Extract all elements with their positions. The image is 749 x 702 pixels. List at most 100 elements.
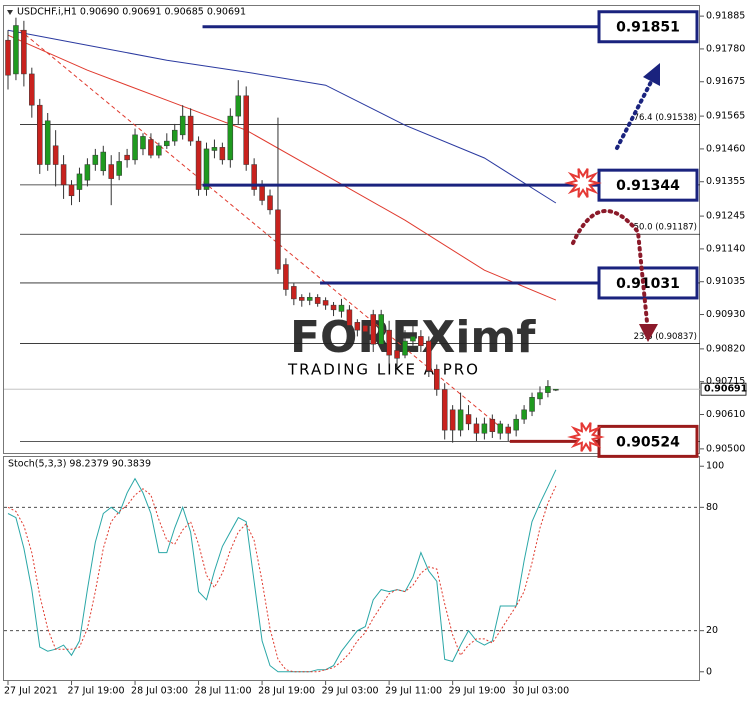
candle-body bbox=[410, 336, 416, 342]
candle-body bbox=[402, 340, 408, 356]
candle-body bbox=[100, 151, 107, 172]
level-box bbox=[597, 266, 699, 300]
burst bbox=[567, 422, 605, 452]
candle-body bbox=[116, 161, 122, 176]
candle-body bbox=[521, 409, 527, 420]
y-tick-label: 100 bbox=[706, 461, 724, 472]
x-tick-label: 29 Jul 19:00 bbox=[449, 686, 506, 697]
current-price-label: 0.90691 bbox=[704, 384, 747, 395]
candle-body bbox=[322, 300, 329, 306]
x-tick-label: 27 Jul 2021 bbox=[4, 686, 58, 697]
level-box bbox=[597, 168, 699, 202]
stoch-panel bbox=[3, 456, 700, 681]
candle-body bbox=[187, 115, 194, 142]
y-tick-label: 0.90715 bbox=[706, 376, 745, 387]
candle-body bbox=[291, 286, 297, 300]
candle-body bbox=[29, 73, 35, 106]
candle-body bbox=[378, 314, 384, 345]
candle-body bbox=[434, 368, 440, 390]
candle-body bbox=[211, 147, 218, 151]
y-tick-label: 0.91245 bbox=[706, 211, 745, 222]
x-tick-label: 28 Jul 11:00 bbox=[195, 686, 252, 697]
candle-body bbox=[537, 392, 543, 400]
level-box bbox=[597, 10, 699, 44]
stoch-line bbox=[7, 485, 557, 673]
candle-body bbox=[314, 297, 321, 304]
moving-average bbox=[7, 34, 557, 301]
candle-body bbox=[148, 139, 154, 156]
x-tick-label: 30 Jul 03:00 bbox=[512, 686, 569, 697]
candle-body bbox=[497, 423, 504, 434]
candle-body bbox=[362, 325, 369, 332]
trendline bbox=[19, 29, 501, 428]
candle-body bbox=[171, 129, 178, 142]
x-tick-label: 27 Jul 19:00 bbox=[68, 686, 125, 697]
candle-body bbox=[156, 145, 162, 156]
level-label: 0.91851 bbox=[616, 20, 680, 36]
candle-body bbox=[37, 104, 43, 165]
candle-body bbox=[449, 409, 456, 431]
candle-body bbox=[251, 164, 257, 190]
candle-body bbox=[195, 140, 202, 190]
candle-body bbox=[243, 95, 249, 165]
y-tick-label: 0.91885 bbox=[706, 11, 745, 22]
up-arrow bbox=[615, 78, 654, 150]
y-tick-label: 0.90930 bbox=[706, 309, 745, 320]
fib-label: 50.0 (0.91187) bbox=[634, 223, 697, 233]
candle-body bbox=[259, 184, 265, 201]
candle-body bbox=[5, 39, 11, 76]
y-tick-label: 0.91675 bbox=[706, 76, 745, 87]
x-tick-label: 28 Jul 03:00 bbox=[131, 686, 188, 697]
y-tick-label: 0.91140 bbox=[706, 243, 745, 254]
candle-body bbox=[481, 423, 488, 434]
candle-body bbox=[553, 388, 559, 391]
candle-body bbox=[92, 154, 99, 165]
level-label: 0.91344 bbox=[616, 178, 680, 194]
candle-body bbox=[457, 409, 464, 431]
candle-body bbox=[76, 173, 83, 190]
down-arrowhead bbox=[639, 324, 658, 342]
y-tick-label: 0.91780 bbox=[706, 43, 745, 54]
candle-body bbox=[473, 423, 480, 434]
y-tick-label: 0.91565 bbox=[706, 111, 745, 122]
y-tick-label: 0.91355 bbox=[706, 176, 745, 187]
level-box bbox=[597, 424, 699, 458]
candle-body bbox=[132, 134, 138, 161]
candle-body bbox=[441, 389, 448, 431]
candle-body bbox=[426, 340, 432, 372]
candle-body bbox=[505, 426, 511, 434]
y-tick-label: 0.91460 bbox=[706, 143, 745, 154]
candle-body bbox=[338, 304, 345, 312]
candle-body bbox=[235, 95, 242, 117]
candle-body bbox=[44, 120, 51, 165]
candle-body bbox=[219, 147, 226, 161]
y-tick-label: 0.90610 bbox=[706, 409, 745, 420]
candle-body bbox=[60, 164, 67, 186]
main-panel bbox=[3, 5, 700, 454]
chart-title: USDCHF.i,H1 0.90690 0.90691 0.90685 0.90… bbox=[17, 7, 246, 18]
burst bbox=[564, 168, 602, 198]
x-tick-label: 28 Jul 19:00 bbox=[258, 686, 315, 697]
y-tick-label: 0.90500 bbox=[706, 443, 745, 454]
y-tick-label: 20 bbox=[706, 625, 718, 636]
y-tick-label: 0.90820 bbox=[706, 343, 745, 354]
menu-triangle bbox=[7, 10, 13, 15]
fib-label: 23.6 (0.90837) bbox=[634, 332, 697, 342]
watermark-sub: TRADING LIKE A PRO bbox=[287, 361, 480, 379]
candle-body bbox=[108, 164, 114, 179]
candle-body bbox=[346, 309, 353, 326]
y-tick-label: 80 bbox=[706, 502, 718, 513]
x-tick-label: 29 Jul 03:00 bbox=[322, 686, 379, 697]
down-arrow bbox=[571, 208, 649, 324]
fib-label: 76.4 (0.91538) bbox=[634, 113, 697, 123]
candle-body bbox=[394, 350, 400, 359]
candle-body bbox=[140, 136, 146, 150]
candle-body bbox=[124, 154, 130, 161]
stoch-title: Stoch(5,3,3) 98.2379 90.3839 bbox=[8, 459, 151, 470]
candle-body bbox=[283, 264, 289, 290]
candle-body bbox=[513, 418, 519, 431]
candle-body bbox=[354, 322, 361, 331]
candle-body bbox=[275, 209, 281, 270]
